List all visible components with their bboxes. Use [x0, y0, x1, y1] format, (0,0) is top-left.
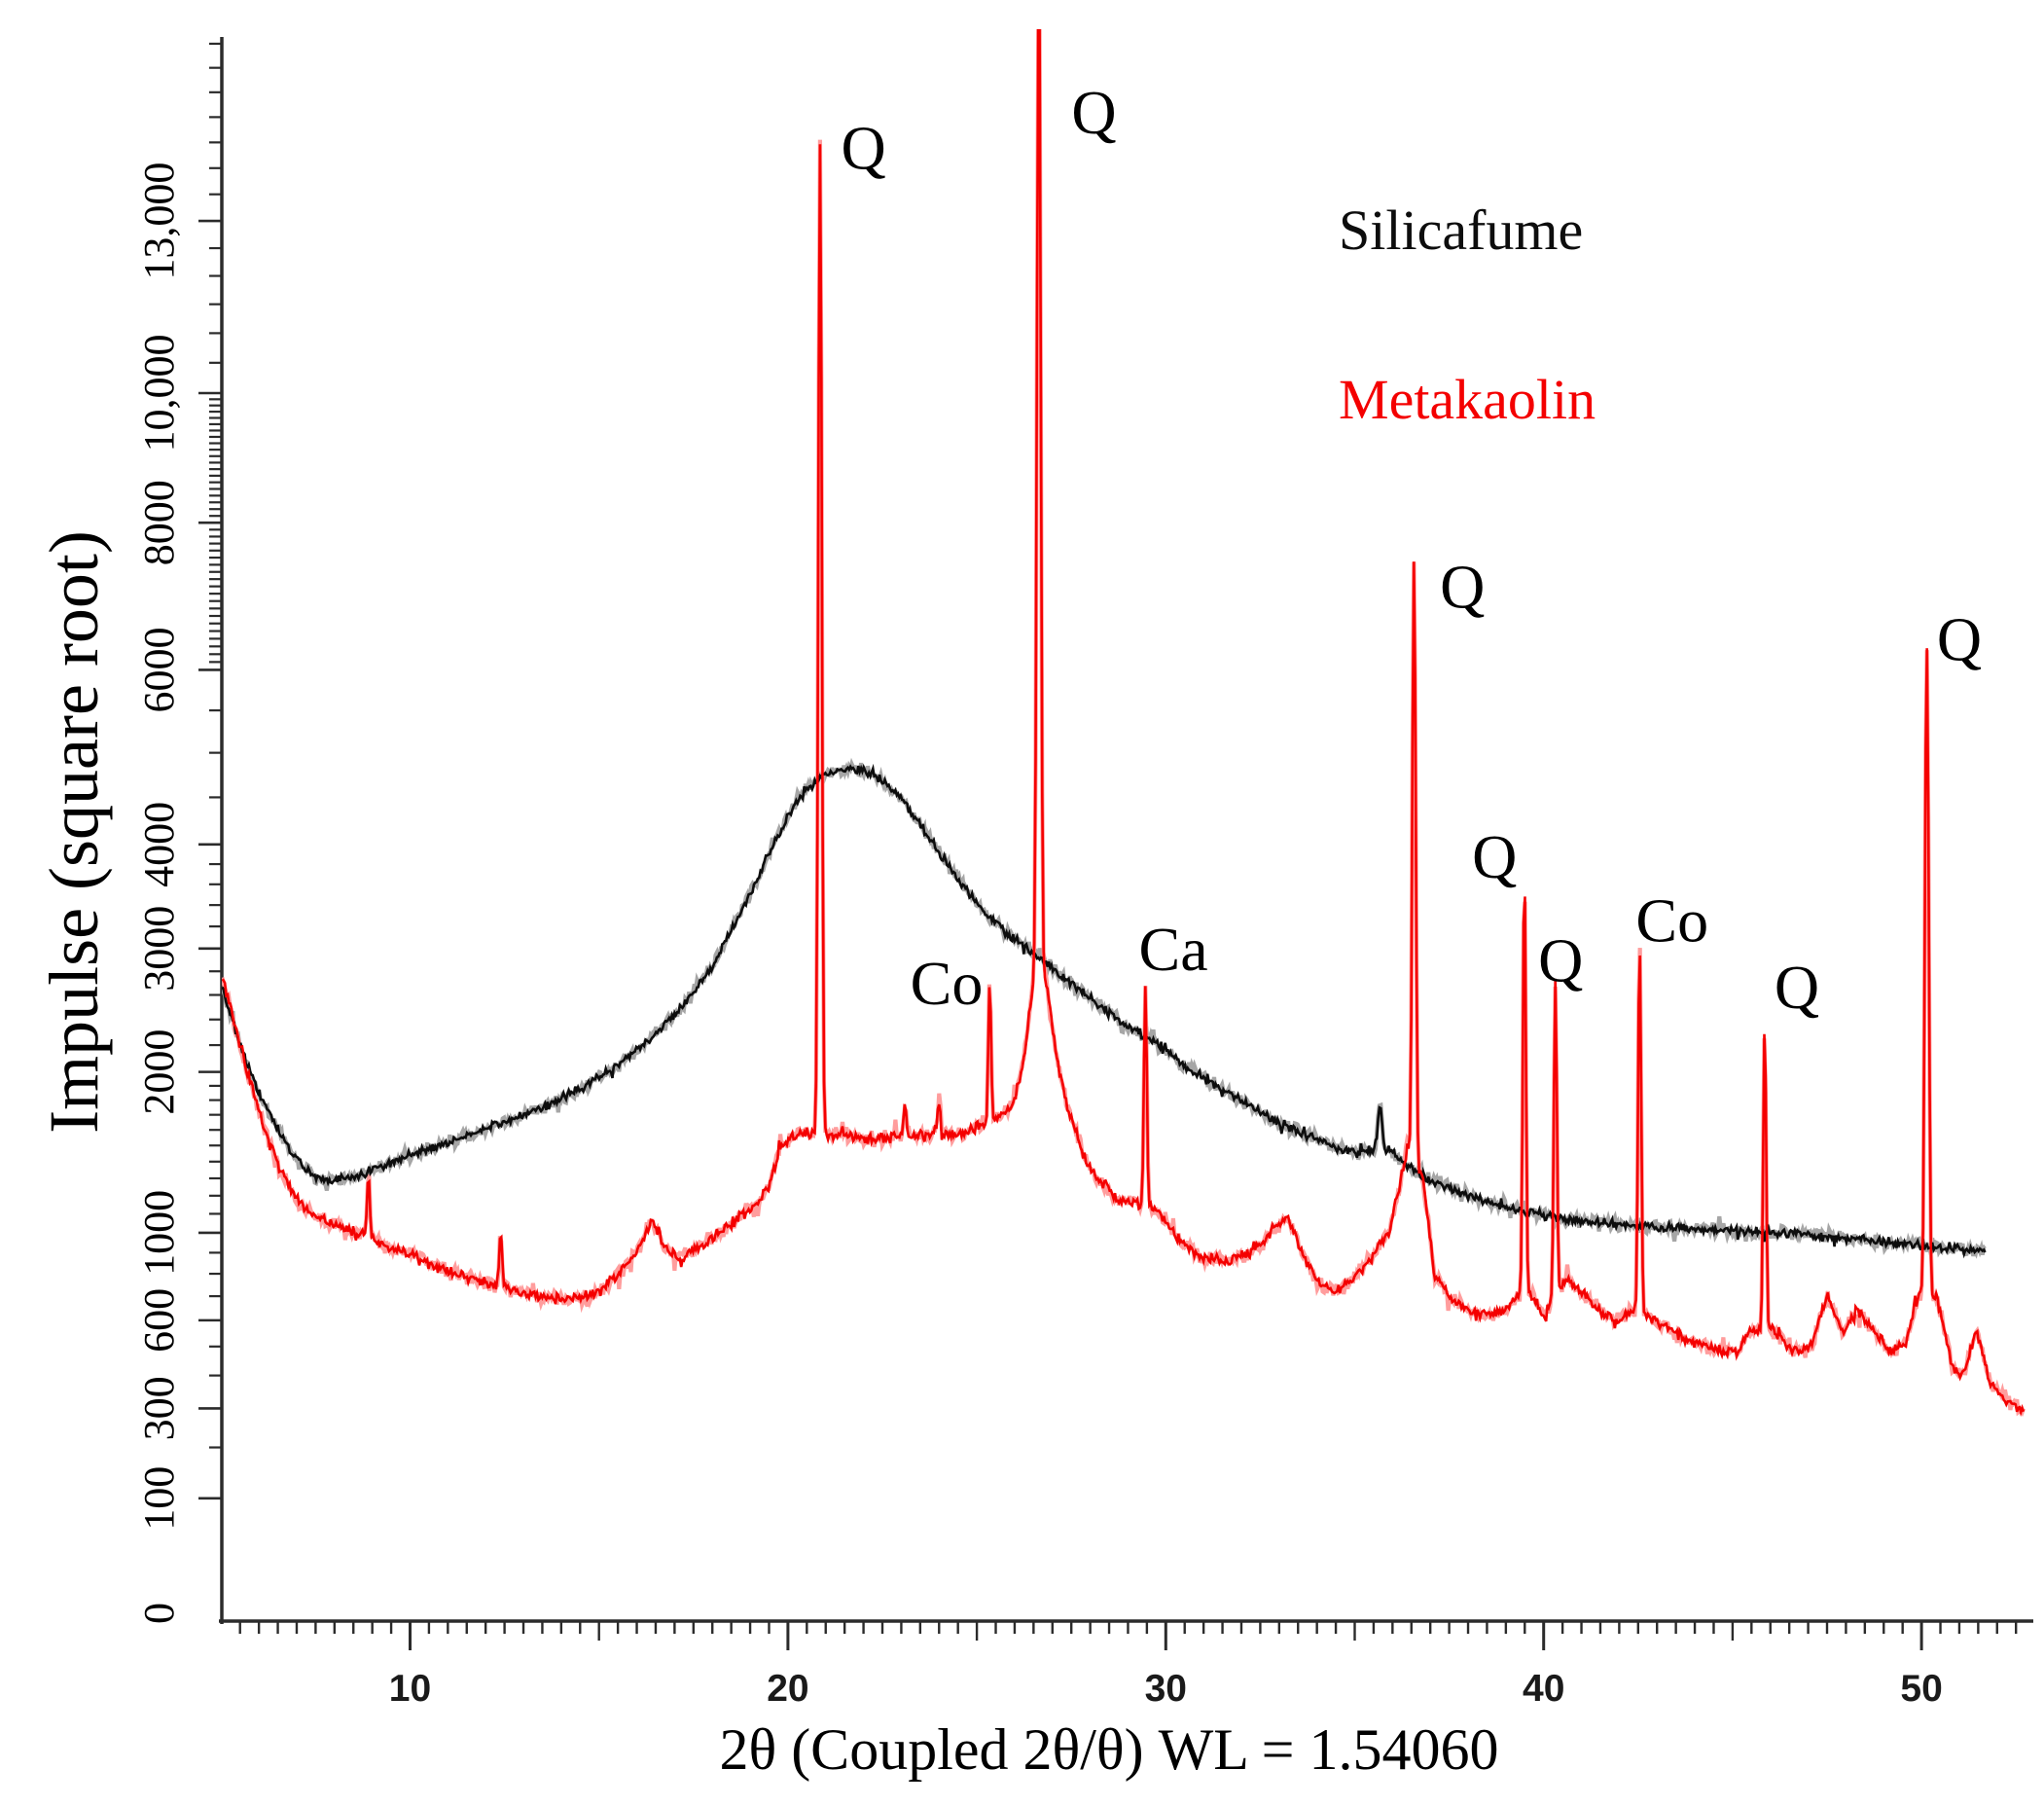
legend-silicafume: Silicafume — [1339, 199, 1583, 262]
tick-labels: 10 20 30 40 50 0 100 300 600 1000 2000 3000 4000 6000… — [135, 162, 1943, 1710]
x-axis-title: 2θ (Coupled 2θ/θ) WL = 1.54060 — [719, 1717, 1498, 1782]
peak-label-q: Q — [1472, 822, 1517, 891]
y-tick-label: 3000 — [135, 906, 183, 992]
x-tick-label: 40 — [1523, 1668, 1564, 1710]
peak-label-ca: Ca — [1139, 915, 1208, 984]
legend-metakaolin: Metakaolin — [1339, 368, 1596, 431]
axes — [198, 37, 2033, 1650]
y-tick-label: 300 — [135, 1376, 183, 1440]
curves — [222, 29, 2026, 1418]
peak-label-q: Q — [1538, 925, 1583, 994]
series-metakaolin — [222, 29, 2026, 1418]
x-tick-label: 30 — [1145, 1668, 1187, 1710]
y-tick-label: 600 — [135, 1288, 183, 1353]
peak-label-q: Q — [1440, 553, 1485, 622]
y-tick-label: 13,000 — [135, 162, 183, 280]
y-tick-label: 2000 — [135, 1029, 183, 1115]
y-tick-label: 6000 — [135, 627, 183, 712]
peak-label-co: Co — [1635, 885, 1708, 955]
y-tick-label: 8000 — [135, 480, 183, 565]
peak-label-q: Q — [841, 114, 885, 183]
y-axis-title: Impulse (square root) — [35, 530, 113, 1134]
x-tick-label: 10 — [389, 1668, 431, 1710]
series-metakaolin-echo — [222, 29, 2026, 1418]
peak-label-q: Q — [1775, 953, 1819, 1022]
y-tick-label: 4000 — [135, 802, 183, 887]
y-tick-label: 10,000 — [135, 335, 183, 452]
peak-label-q: Q — [1071, 78, 1116, 147]
y-tick-label: 1000 — [135, 1190, 183, 1276]
peak-label-q: Q — [1937, 604, 1982, 673]
peak-label-co: Co — [911, 949, 984, 1018]
x-tick-label: 50 — [1900, 1668, 1942, 1710]
series-silicafume — [222, 763, 1987, 1259]
y-tick-label: 100 — [135, 1466, 183, 1531]
y-tick-label: 0 — [135, 1603, 183, 1624]
x-tick-label: 20 — [767, 1668, 808, 1710]
